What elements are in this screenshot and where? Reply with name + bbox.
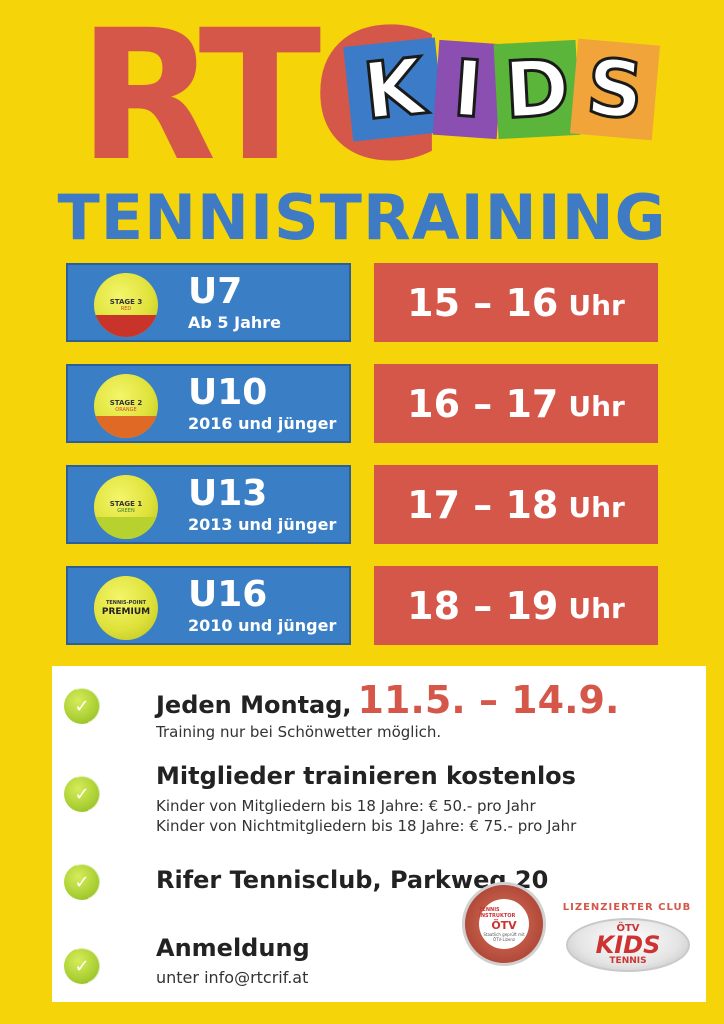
age-group-desc: Ab 5 Jahre — [188, 313, 281, 332]
time-unit: Uhr — [568, 390, 625, 423]
tennis-ball-check-icon: ✓ — [64, 776, 100, 812]
tennis-ball-icon: TENNIS-POINT PREMIUM — [94, 576, 158, 640]
logo-kids: K I D S — [343, 37, 660, 142]
age-group-desc: 2016 und jünger — [188, 414, 337, 433]
info-sub: Kinder von Nichtmitgliedern bis 18 Jahre… — [156, 817, 577, 835]
age-group-name: U7 — [188, 271, 243, 312]
info-head: Jeden Montag, 11.5. – 14.9. — [156, 678, 620, 722]
logo-kids-s: S — [570, 38, 660, 141]
time-unit: Uhr — [568, 491, 625, 524]
tennis-ball-check-icon: ✓ — [64, 864, 100, 900]
info-sub: Training nur bei Schönwetter möglich. — [156, 723, 442, 741]
tennis-ball-icon: STAGE 3 RED — [94, 273, 158, 337]
info-sub: unter info@rtcrif.at — [156, 968, 309, 987]
info-sub: Kinder von Mitgliedern bis 18 Jahre: € 5… — [156, 797, 536, 815]
tennis-ball-icon: STAGE 1 GREEN — [94, 475, 158, 539]
age-group-name: U13 — [188, 473, 268, 514]
logo-kids-i: I — [432, 39, 504, 140]
logo-kids-d: D — [493, 39, 581, 140]
age-group-name: U16 — [188, 574, 268, 615]
info-head: Mitglieder trainieren kostenlos — [156, 762, 576, 790]
schedule-row: STAGE 2 ORANGE U10 2016 und jünger 16 – … — [66, 364, 658, 443]
time-box: 17 – 18 Uhr — [374, 465, 658, 544]
schedule-row: TENNIS-POINT PREMIUM U16 2010 und jünger… — [66, 566, 658, 645]
time-range: 17 – 18 — [407, 482, 559, 527]
info-panel: ✓ Jeden Montag, 11.5. – 14.9. Training nu… — [52, 666, 706, 1002]
page-title: TENNISTRAINING — [57, 181, 667, 254]
rtc-kids-logo: RTC K I D S — [78, 7, 660, 187]
schedule-row: STAGE 1 GREEN U13 2013 und jünger 17 – 1… — [66, 465, 658, 544]
age-group-desc: 2010 und jünger — [188, 616, 337, 635]
time-box: 18 – 19 Uhr — [374, 566, 658, 645]
tennis-ball-check-icon: ✓ — [64, 688, 100, 724]
tennis-ball-check-icon: ✓ — [64, 948, 100, 984]
age-group-name: U10 — [188, 372, 268, 413]
time-range: 16 – 17 — [407, 381, 559, 426]
date-range: 11.5. – 14.9. — [357, 678, 620, 722]
age-group-desc: 2013 und jünger — [188, 515, 337, 534]
oetv-instructor-badge: TENNIS INSTRUKTOR ÖTV Staatlich geprüft … — [462, 882, 546, 966]
info-head: Anmeldung — [156, 934, 310, 962]
time-range: 15 – 16 — [407, 280, 559, 325]
time-box: 16 – 17 Uhr — [374, 364, 658, 443]
age-group-box: STAGE 3 RED U7 Ab 5 Jahre — [66, 263, 351, 342]
tennis-ball-icon: STAGE 2 ORANGE — [94, 374, 158, 438]
time-box: 15 – 16 Uhr — [374, 263, 658, 342]
age-group-box: STAGE 1 GREEN U13 2013 und jünger — [66, 465, 351, 544]
time-unit: Uhr — [568, 592, 625, 625]
time-unit: Uhr — [568, 289, 625, 322]
schedule-row: STAGE 3 RED U7 Ab 5 Jahre 15 – 16 Uhr — [66, 263, 658, 342]
time-range: 18 – 19 — [407, 583, 559, 628]
age-group-box: STAGE 2 ORANGE U10 2016 und jünger — [66, 364, 351, 443]
age-group-box: TENNIS-POINT PREMIUM U16 2010 und jünger — [66, 566, 351, 645]
licensed-club-badge: LIZENZIERTER CLUB ÖTV KIDS TENNIS — [560, 902, 694, 976]
logo-kids-k: K — [343, 37, 445, 142]
